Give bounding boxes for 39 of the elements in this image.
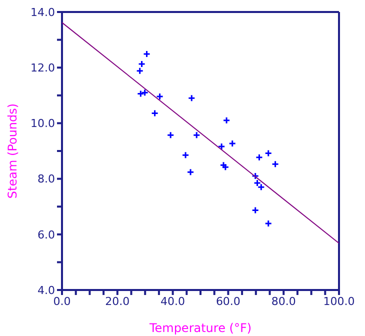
point bbox=[222, 163, 230, 171]
point bbox=[252, 172, 260, 180]
point bbox=[186, 168, 194, 176]
point bbox=[192, 131, 200, 139]
point bbox=[143, 50, 151, 58]
point bbox=[264, 149, 272, 157]
point bbox=[257, 183, 265, 191]
x-tick-label: 40.0 bbox=[160, 294, 186, 308]
point bbox=[218, 142, 226, 150]
x-tick-label: 80.0 bbox=[271, 294, 296, 308]
point bbox=[136, 90, 144, 98]
point bbox=[138, 60, 146, 68]
point bbox=[182, 151, 190, 159]
point bbox=[220, 161, 228, 169]
point bbox=[188, 94, 196, 102]
point bbox=[151, 109, 159, 117]
point bbox=[166, 131, 174, 139]
x-tick-label: 20.0 bbox=[105, 294, 130, 308]
point bbox=[252, 206, 260, 214]
x-axis-title: Temperature (°F) bbox=[148, 321, 252, 335]
x-tick-label: 60.0 bbox=[216, 294, 240, 308]
point bbox=[141, 88, 149, 96]
y-tick-label: 6.0 bbox=[38, 228, 55, 242]
y-tick-label: 10.0 bbox=[30, 117, 55, 130]
y-tick-label: 8.0 bbox=[38, 172, 55, 186]
y-tick-label: 4.0 bbox=[38, 284, 55, 297]
point bbox=[228, 140, 236, 148]
point bbox=[254, 179, 262, 187]
point bbox=[272, 160, 280, 168]
point bbox=[136, 67, 144, 75]
point bbox=[222, 116, 230, 124]
point bbox=[255, 154, 263, 162]
point bbox=[156, 92, 164, 100]
y-tick-label: 14.0 bbox=[30, 6, 55, 19]
y-tick-label: 12.0 bbox=[30, 62, 55, 75]
point bbox=[264, 220, 272, 228]
x-tick-label: 0.0 bbox=[53, 294, 71, 308]
x-tick-label: 100.0 bbox=[323, 294, 355, 308]
y-axis-title: Steam (Pounds) bbox=[5, 103, 20, 199]
